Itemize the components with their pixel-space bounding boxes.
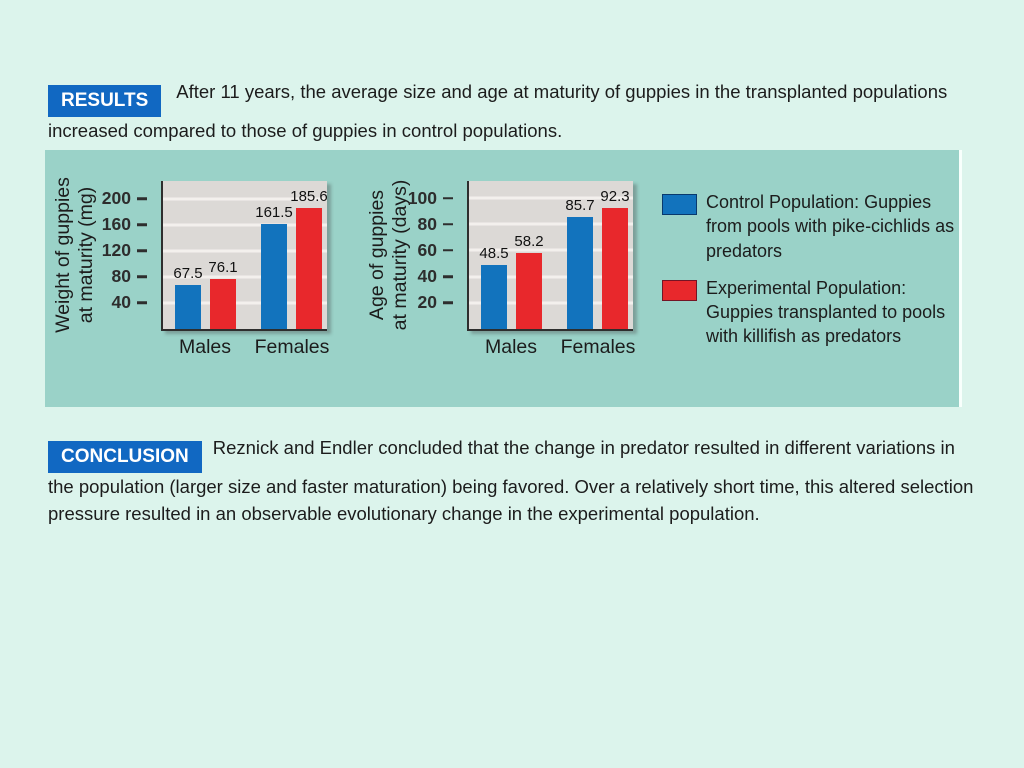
experimental-bar-males: 76.1 [208,259,238,329]
y-tick-mark [137,301,147,305]
bar-group-males: 48.5 58.2 [479,181,544,329]
conclusion-section: CONCLUSION Reznick and Endler concluded t… [48,434,985,527]
gridline [163,275,327,279]
bar-value-label: 85.7 [565,196,595,214]
y-tick-mark [443,301,453,305]
bar-value-label: 161.5 [255,203,293,221]
bar-value-label: 67.5 [173,265,203,282]
bar-value-label: 185.6 [290,188,328,205]
y-tick-label: 100 [407,187,437,208]
age-plot-area: 48.5 58.2 85.7 92.3 [467,181,633,331]
bar-value-label: 58.2 [514,232,544,250]
results-badge: RESULTS [48,85,162,117]
bar-group-males: 67.5 76.1 [173,181,238,329]
y-tick-mark [137,197,147,200]
figure-panel: Weight of guppies at maturity (mg) 40 80 1… [45,150,962,407]
y-tick-label: 200 [101,187,131,208]
gridline [469,248,633,252]
y-tick-mark [137,275,147,279]
bar-group-females: 161.5 185.6 [255,181,328,329]
gridline [469,301,633,305]
experimental-swatch [662,279,697,301]
y-tick-mark [443,275,453,278]
gridline [469,196,633,200]
control-swatch [662,194,697,215]
x-category-label: Males [178,336,232,358]
experimental-bar-females: 185.6 [290,188,328,329]
gridline [469,275,633,279]
legend-item-experimental: Experimental Population: Guppies transpl… [662,276,962,349]
y-tick-mark [137,249,147,253]
conclusion-badge: CONCLUSION [48,441,202,473]
legend-label: Experimental Population: Guppies transpl… [706,277,946,347]
weight-plot-area: 67.5 76.1 161.5 185.6 [161,181,328,331]
control-bar-males: 48.5 [479,245,509,329]
gridline [163,301,327,305]
bar-value-label: 48.5 [479,245,509,263]
legend-label: Control Population: Guppies from pools w… [706,192,955,261]
gridline [163,249,327,253]
y-tick-label: 60 [417,239,437,260]
results-section: RESULTS After 11 years, the average size … [48,78,978,144]
weight-y-axis: 40 80 120 160 200 [75,181,147,329]
gridline [163,223,327,227]
gridline [163,197,327,201]
weight-x-axis: Males Females [163,336,330,364]
control-bar-females: 85.7 [565,197,595,329]
bar-value-label: 76.1 [208,259,238,277]
y-tick-label: 80 [417,213,437,234]
y-tick-label: 160 [101,213,131,234]
legend-item-control: Control Population: Guppies from pools w… [662,190,962,263]
control-bar-females: 161.5 [255,204,293,329]
x-category-label: Females [560,336,636,358]
age-y-axis: 20 40 60 80 100 [381,181,453,329]
y-tick-mark [443,196,453,200]
y-tick-label: 20 [417,292,437,313]
y-tick-label: 120 [101,240,131,261]
y-tick-mark [443,222,453,226]
weight-chart: Weight of guppies at maturity (mg) 40 80 1… [45,150,390,407]
age-chart: Age of guppies at maturity (days) 20 40 60… [351,150,696,407]
x-category-label: Males [484,336,538,358]
y-tick-label: 40 [417,265,437,286]
experimental-bar-males: 58.2 [514,233,544,329]
gridline [469,222,633,226]
x-category-label: Females [254,336,330,358]
y-tick-mark [443,249,453,252]
results-text: After 11 years, the average size and age… [48,81,948,141]
experimental-bar-females: 92.3 [600,188,630,329]
bar-value-label: 92.3 [600,188,630,206]
conclusion-text: Reznick and Endler concluded that the ch… [48,437,974,524]
control-bar-males: 67.5 [173,265,203,329]
y-tick-label: 40 [111,292,131,313]
bar-group-females: 85.7 92.3 [565,181,630,329]
y-tick-mark [137,223,147,226]
age-x-axis: Males Females [469,336,636,364]
legend: Control Population: Guppies from pools w… [662,190,962,362]
y-tick-label: 80 [111,266,131,287]
